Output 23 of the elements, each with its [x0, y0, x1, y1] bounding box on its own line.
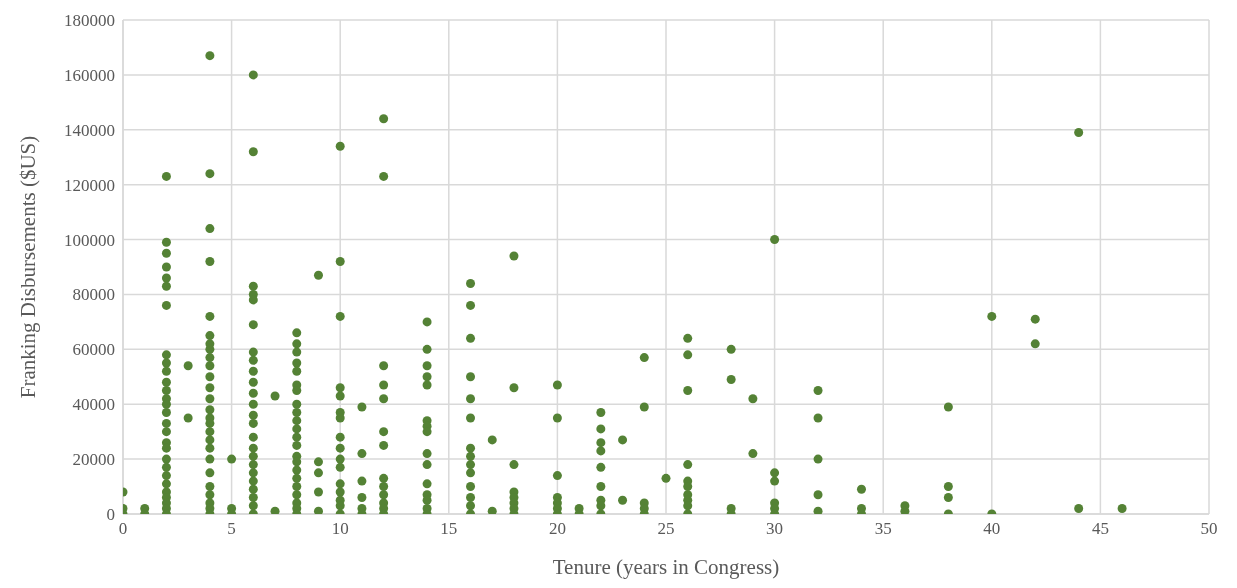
x-tick-label: 35 — [874, 519, 892, 539]
y-tick-label: 20000 — [72, 450, 115, 470]
x-tick-label: 0 — [118, 519, 128, 539]
y-tick-label: 160000 — [64, 65, 115, 85]
x-tick-label: 10 — [331, 519, 349, 539]
x-axis-title: Tenure (years in Congress) — [552, 555, 780, 579]
x-tick-label: 15 — [440, 519, 458, 539]
y-tick-label: 180000 — [64, 11, 115, 31]
x-tick-label: 40 — [983, 519, 1001, 539]
y-tick-label: 140000 — [64, 120, 115, 140]
x-tick-label: 25 — [657, 519, 675, 539]
y-tick-label: 60000 — [72, 340, 115, 360]
y-axis-title: Franking Disbursements ($US) — [16, 135, 41, 399]
x-tick-label: 5 — [227, 519, 236, 539]
x-tick-label: 30 — [766, 519, 784, 539]
x-tick-label: 20 — [548, 519, 566, 539]
y-tick-label: 40000 — [72, 395, 115, 415]
x-tick-label: 45 — [1091, 519, 1109, 539]
y-tick-label: 120000 — [64, 175, 115, 195]
x-tick-label: 50 — [1200, 519, 1218, 539]
y-tick-label: 0 — [106, 505, 115, 525]
y-tick-label: 80000 — [72, 285, 115, 305]
y-tick-label: 100000 — [64, 230, 115, 250]
